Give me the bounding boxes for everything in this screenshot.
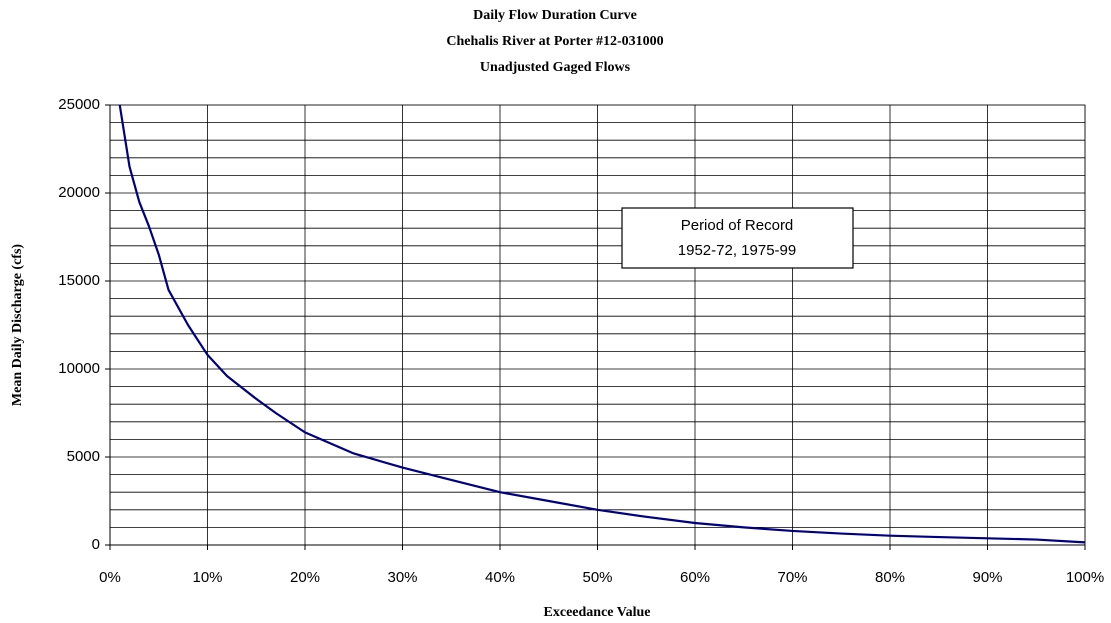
y-tick-label: 10000 [58, 360, 100, 377]
y-tick-label: 15000 [58, 272, 100, 289]
x-tick-label: 90% [972, 569, 1002, 586]
x-tick-label: 70% [777, 569, 807, 586]
x-tick-label: 80% [875, 569, 905, 586]
y-tick-label: 25000 [58, 96, 100, 113]
x-tick-label: 10% [192, 569, 222, 586]
chart-subtitle: Chehalis River at Porter #12-031000 [446, 34, 663, 49]
x-tick-label: 0% [99, 569, 121, 586]
x-tick-label: 40% [485, 569, 515, 586]
x-tick-label: 100% [1066, 569, 1104, 586]
x-tick-label: 20% [290, 569, 320, 586]
annotation-box [621, 207, 854, 269]
annotation-text: Period of Record [681, 217, 794, 234]
chart-subtitle: Unadjusted Gaged Flows [480, 60, 631, 75]
y-axis-label: Mean Daily Discharge (cfs) [10, 244, 25, 406]
annotation-text: 1952-72, 1975-99 [678, 242, 796, 259]
x-tick-label: 60% [680, 569, 710, 586]
chart-title: Daily Flow Duration Curve [473, 8, 637, 23]
x-tick-label: 30% [387, 569, 417, 586]
y-tick-label: 20000 [58, 184, 100, 201]
y-tick-label: 5000 [67, 448, 100, 465]
x-tick-label: 50% [582, 569, 612, 586]
x-axis-label: Exceedance Value [544, 605, 651, 620]
y-tick-label: 0 [92, 536, 100, 553]
flow-line [118, 104, 1086, 544]
